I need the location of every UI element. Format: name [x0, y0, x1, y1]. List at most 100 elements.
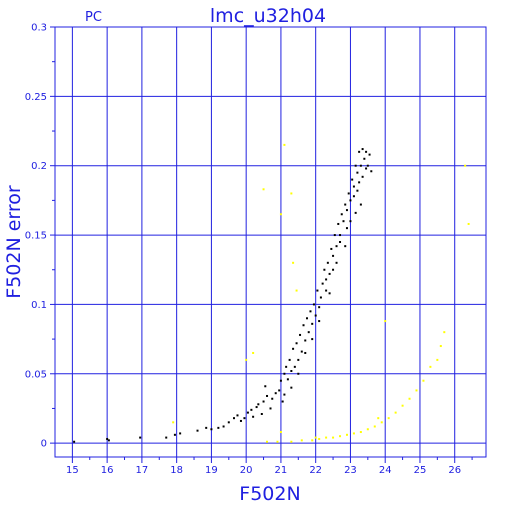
data-point [252, 415, 255, 418]
data-point [356, 189, 359, 192]
data-point [210, 428, 213, 431]
data-point [363, 157, 366, 160]
data-point [314, 314, 317, 317]
data-point [347, 192, 350, 195]
data-point [290, 192, 293, 195]
data-point [262, 188, 265, 191]
data-point [332, 436, 335, 439]
data-point [311, 338, 314, 341]
data-point [352, 185, 355, 188]
data-point [302, 324, 305, 327]
y-tick-label: 0.15 [25, 231, 47, 242]
data-point [297, 372, 300, 375]
data-point [339, 435, 342, 438]
data-point [262, 400, 265, 403]
data-point [252, 351, 255, 354]
data-point [283, 393, 286, 396]
x-axis-label: F502N [239, 483, 300, 505]
data-point [227, 421, 230, 424]
data-point [422, 379, 425, 382]
data-point [319, 296, 322, 299]
data-point [345, 209, 348, 212]
data-point [408, 397, 411, 400]
data-point [292, 261, 295, 264]
data-point [304, 351, 307, 354]
data-point [358, 181, 361, 184]
data-point [278, 389, 281, 392]
data-point [266, 394, 269, 397]
points-layer [73, 143, 470, 443]
data-point [276, 440, 279, 443]
data-point [340, 213, 343, 216]
data-point [345, 227, 348, 230]
data-point [293, 365, 296, 368]
data-point [325, 436, 328, 439]
x-tick-label: 22 [309, 465, 322, 476]
data-point [352, 432, 355, 435]
data-point [217, 426, 220, 429]
x-tick-label: 26 [448, 465, 461, 476]
data-point [290, 440, 293, 443]
data-point [373, 425, 376, 428]
data-point [233, 417, 235, 420]
data-point [172, 421, 175, 424]
data-point [328, 292, 331, 295]
data-point [429, 365, 432, 368]
data-point [260, 413, 263, 415]
y-tick-label: 0.25 [25, 92, 47, 103]
data-point [243, 417, 246, 420]
data-point [344, 245, 347, 248]
data-point [352, 195, 355, 198]
data-point [351, 178, 354, 181]
x-tick-label: 25 [414, 465, 427, 476]
data-point [354, 164, 357, 167]
corner-label: PC [85, 10, 102, 25]
data-point [205, 426, 208, 429]
x-tick-label: 23 [344, 465, 357, 476]
data-point [283, 143, 286, 146]
data-point [245, 358, 248, 361]
data-point [401, 404, 404, 407]
data-point [106, 437, 109, 440]
data-point [439, 345, 442, 348]
data-point [332, 268, 335, 271]
data-point [318, 437, 321, 440]
data-point [300, 350, 303, 353]
data-point [307, 331, 310, 334]
data-point [328, 272, 331, 275]
data-point [236, 414, 239, 417]
data-point [323, 268, 326, 271]
x-tick-label: 21 [275, 465, 288, 476]
data-point [297, 358, 300, 361]
data-point [330, 247, 333, 250]
data-point [309, 310, 312, 313]
data-point [179, 432, 182, 435]
data-point [107, 439, 110, 442]
data-point [337, 222, 340, 225]
data-point [318, 320, 321, 323]
data-point [279, 213, 282, 216]
data-point [269, 407, 272, 410]
y-tick-label: 0.1 [31, 300, 47, 311]
data-point [326, 261, 329, 264]
data-point [377, 417, 380, 420]
data-point [366, 164, 369, 167]
data-point [325, 278, 328, 281]
data-point [318, 306, 321, 309]
data-point [283, 372, 286, 375]
x-tick-label: 17 [136, 465, 149, 476]
plot-frame [54, 26, 487, 458]
data-point [339, 241, 342, 243]
data-point [380, 421, 383, 424]
data-point [306, 317, 308, 320]
data-point [165, 436, 168, 439]
data-point [358, 150, 361, 153]
data-point [286, 378, 289, 381]
tick-labels-layer: 15 16 17 18 19 20 21 22 23 24 25 26 0 0.05 0.1 0.15 0.2 0… [25, 23, 461, 477]
data-point [290, 386, 293, 389]
data-point [467, 222, 470, 225]
chart-title: lmc_u32h04 [210, 5, 326, 27]
data-point [359, 164, 362, 167]
x-tick-label: 20 [240, 465, 253, 476]
data-point [311, 439, 314, 442]
